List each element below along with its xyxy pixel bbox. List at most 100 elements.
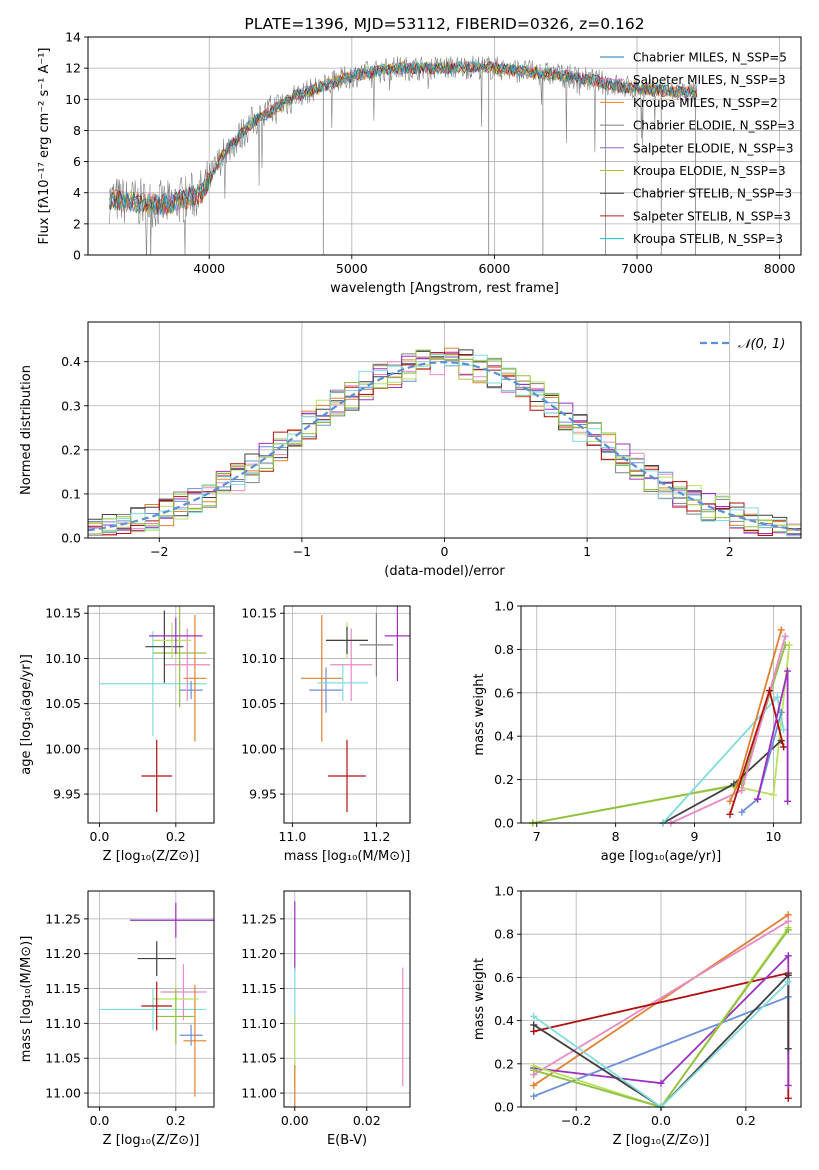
spectrum-legend: Chabrier MILES, N_SSP=5 Salpeter MILES, N…: [600, 51, 795, 246]
y-tick-label: 10.00: [45, 741, 81, 756]
y-tick-label: 10.15: [241, 606, 277, 621]
age_vs_mass-points: [300, 606, 410, 813]
legend-label: Chabrier ELODIE, N_SSP=3: [633, 119, 795, 133]
mass_vs_EBV-frame: 0.00 0.02 11.00 11.05 11.10 11.15 11.20 11.25 E(…: [241, 890, 411, 1148]
errorbar-point: [149, 617, 203, 654]
weight-marker: [765, 687, 773, 695]
gaussian-curve: [88, 360, 801, 532]
weight_vs_Z-frame: −0.2 0.0 0.2 0.0 0.2 0.4 0.6 0.8 1.0 Z [log₁₀(Z/Z…: [472, 884, 802, 1148]
weight-marker: [530, 1066, 538, 1074]
weight-marker: [780, 743, 788, 751]
weight-marker: [530, 1012, 538, 1020]
x-axis-label: Z [log₁₀(Z/Z⊙)]: [103, 849, 200, 864]
y-tick-label: 9.95: [249, 787, 277, 802]
y-tick-label: 0.4: [61, 354, 81, 369]
y-tick-label: 0.6: [494, 685, 514, 700]
y-tick-label: 11.25: [45, 911, 81, 926]
y-tick-label: 4: [73, 185, 81, 200]
weight-marker: [530, 1021, 538, 1029]
y-tick-label: 0.0: [494, 816, 514, 831]
weight_vs_Z-lines: [530, 911, 792, 1111]
x-tick-label: 0.00: [281, 1113, 309, 1128]
y-tick-label: 11.10: [241, 1016, 277, 1031]
y-tick-label: 11.05: [45, 1051, 81, 1066]
legend-label: Chabrier MILES, N_SSP=5: [633, 51, 787, 65]
legend-label: 𝒩(0, 1): [738, 337, 785, 352]
errorbar-point: [179, 681, 203, 700]
age_vs_Z-points: [99, 606, 211, 813]
weight-marker: [784, 971, 792, 979]
y-tick-label: 11.10: [45, 1016, 81, 1031]
y-tick-label: 0.8: [494, 642, 514, 657]
y-tick-label: 10.15: [45, 606, 81, 621]
errorbar-point: [384, 606, 410, 682]
y-tick-label: 0.2: [494, 772, 514, 787]
weight-marker: [530, 1092, 538, 1100]
y-axis-label: mass [log₁₀(M/M⊙)]: [19, 936, 34, 1063]
y-tick-label: 8: [73, 123, 81, 138]
errorbar-point: [152, 606, 207, 708]
axes-frame: [87, 890, 215, 1108]
x-tick-label: 0.2: [166, 829, 186, 844]
y-tick-label: 11.25: [241, 911, 277, 926]
weight-marker: [726, 797, 734, 805]
errorbar-point: [99, 988, 207, 1031]
x-tick-label: −2: [150, 544, 168, 559]
age_vs_mass-frame: 11.0 11.2 9.95 10.00 10.05 10.10 10.15 mass [lo…: [241, 605, 411, 864]
y-axis-label: mass weight: [472, 958, 487, 1040]
x-tick-label: 9: [691, 829, 699, 844]
x-tick-label: 0: [441, 544, 449, 559]
errorbar-point: [309, 667, 343, 713]
weight_vs_age-frame: 7 8 9 10 0.0 0.2 0.4 0.6 0.8 1.0 age [log₁₀(age/yr…: [472, 599, 802, 864]
spectrum-lines: [109, 55, 698, 255]
errorbar-point: [317, 664, 368, 701]
x-tick-label: 0.0: [90, 1113, 110, 1128]
x-axis-label: mass [log₁₀(M/M⊙)]: [284, 849, 411, 864]
y-tick-label: 11.20: [45, 946, 81, 961]
y-axis-label: Normed distribution: [19, 365, 34, 495]
x-tick-label: 5000: [336, 261, 368, 276]
y-tick-label: 11.20: [241, 946, 277, 961]
weight-marker: [784, 1045, 792, 1053]
x-axis-label: E(B-V): [327, 1133, 367, 1148]
y-tick-label: 10: [65, 92, 81, 107]
weight-series-line: [533, 972, 790, 1109]
x-tick-label: 7000: [621, 261, 653, 276]
weight-marker: [784, 917, 792, 925]
x-tick-label: 8: [612, 829, 620, 844]
errorbar-point: [156, 988, 195, 1045]
y-tick-label: 0.1: [61, 486, 81, 501]
errorbar-point: [141, 981, 172, 1031]
x-axis-label: Z [log₁₀(Z/Z⊙)]: [613, 1133, 710, 1148]
legend-label: Chabrier STELIB, N_SSP=3: [633, 187, 792, 201]
model-spectrum-line: [109, 60, 697, 215]
x-tick-label: −0.2: [561, 1113, 591, 1128]
legend-label: Kroupa MILES, N_SSP=2: [633, 96, 778, 110]
x-tick-label: 7: [533, 829, 541, 844]
axes-frame: [283, 605, 411, 824]
x-tick-label: 8000: [764, 261, 796, 276]
x-axis-label: wavelength [Angstrom, rest frame]: [330, 281, 559, 296]
x-tick-label: 6000: [479, 261, 511, 276]
y-tick-label: 0.0: [494, 1100, 514, 1115]
errorbar-point: [359, 613, 394, 677]
y-tick-label: 14: [65, 30, 81, 45]
y-tick-label: 0.2: [494, 1056, 514, 1071]
residual-legend: 𝒩(0, 1): [700, 337, 785, 352]
y-tick-label: 10.05: [45, 696, 81, 711]
y-tick-label: 6: [73, 154, 81, 169]
axes-frame: [87, 605, 215, 824]
x-tick-label: 11.2: [362, 829, 390, 844]
weight_vs_age-lines: [529, 626, 793, 827]
spectrum-frame: 4000 5000 6000 7000 8000 0 2 4 6 8 10 12 14 wavelengt…: [37, 15, 802, 296]
mass_vs_Z-frame: 0.0 0.2 11.00 11.05 11.10 11.15 11.20 11.25 Z [l…: [19, 890, 215, 1148]
y-tick-label: 11.05: [241, 1051, 277, 1066]
y-tick-label: 10.10: [45, 651, 81, 666]
weight-marker: [726, 810, 734, 818]
weight-marker: [784, 667, 792, 675]
y-axis-label: mass weight: [472, 673, 487, 755]
y-tick-label: 10.05: [241, 696, 277, 711]
x-tick-label: −1: [293, 544, 311, 559]
errorbar-point: [179, 1024, 203, 1046]
